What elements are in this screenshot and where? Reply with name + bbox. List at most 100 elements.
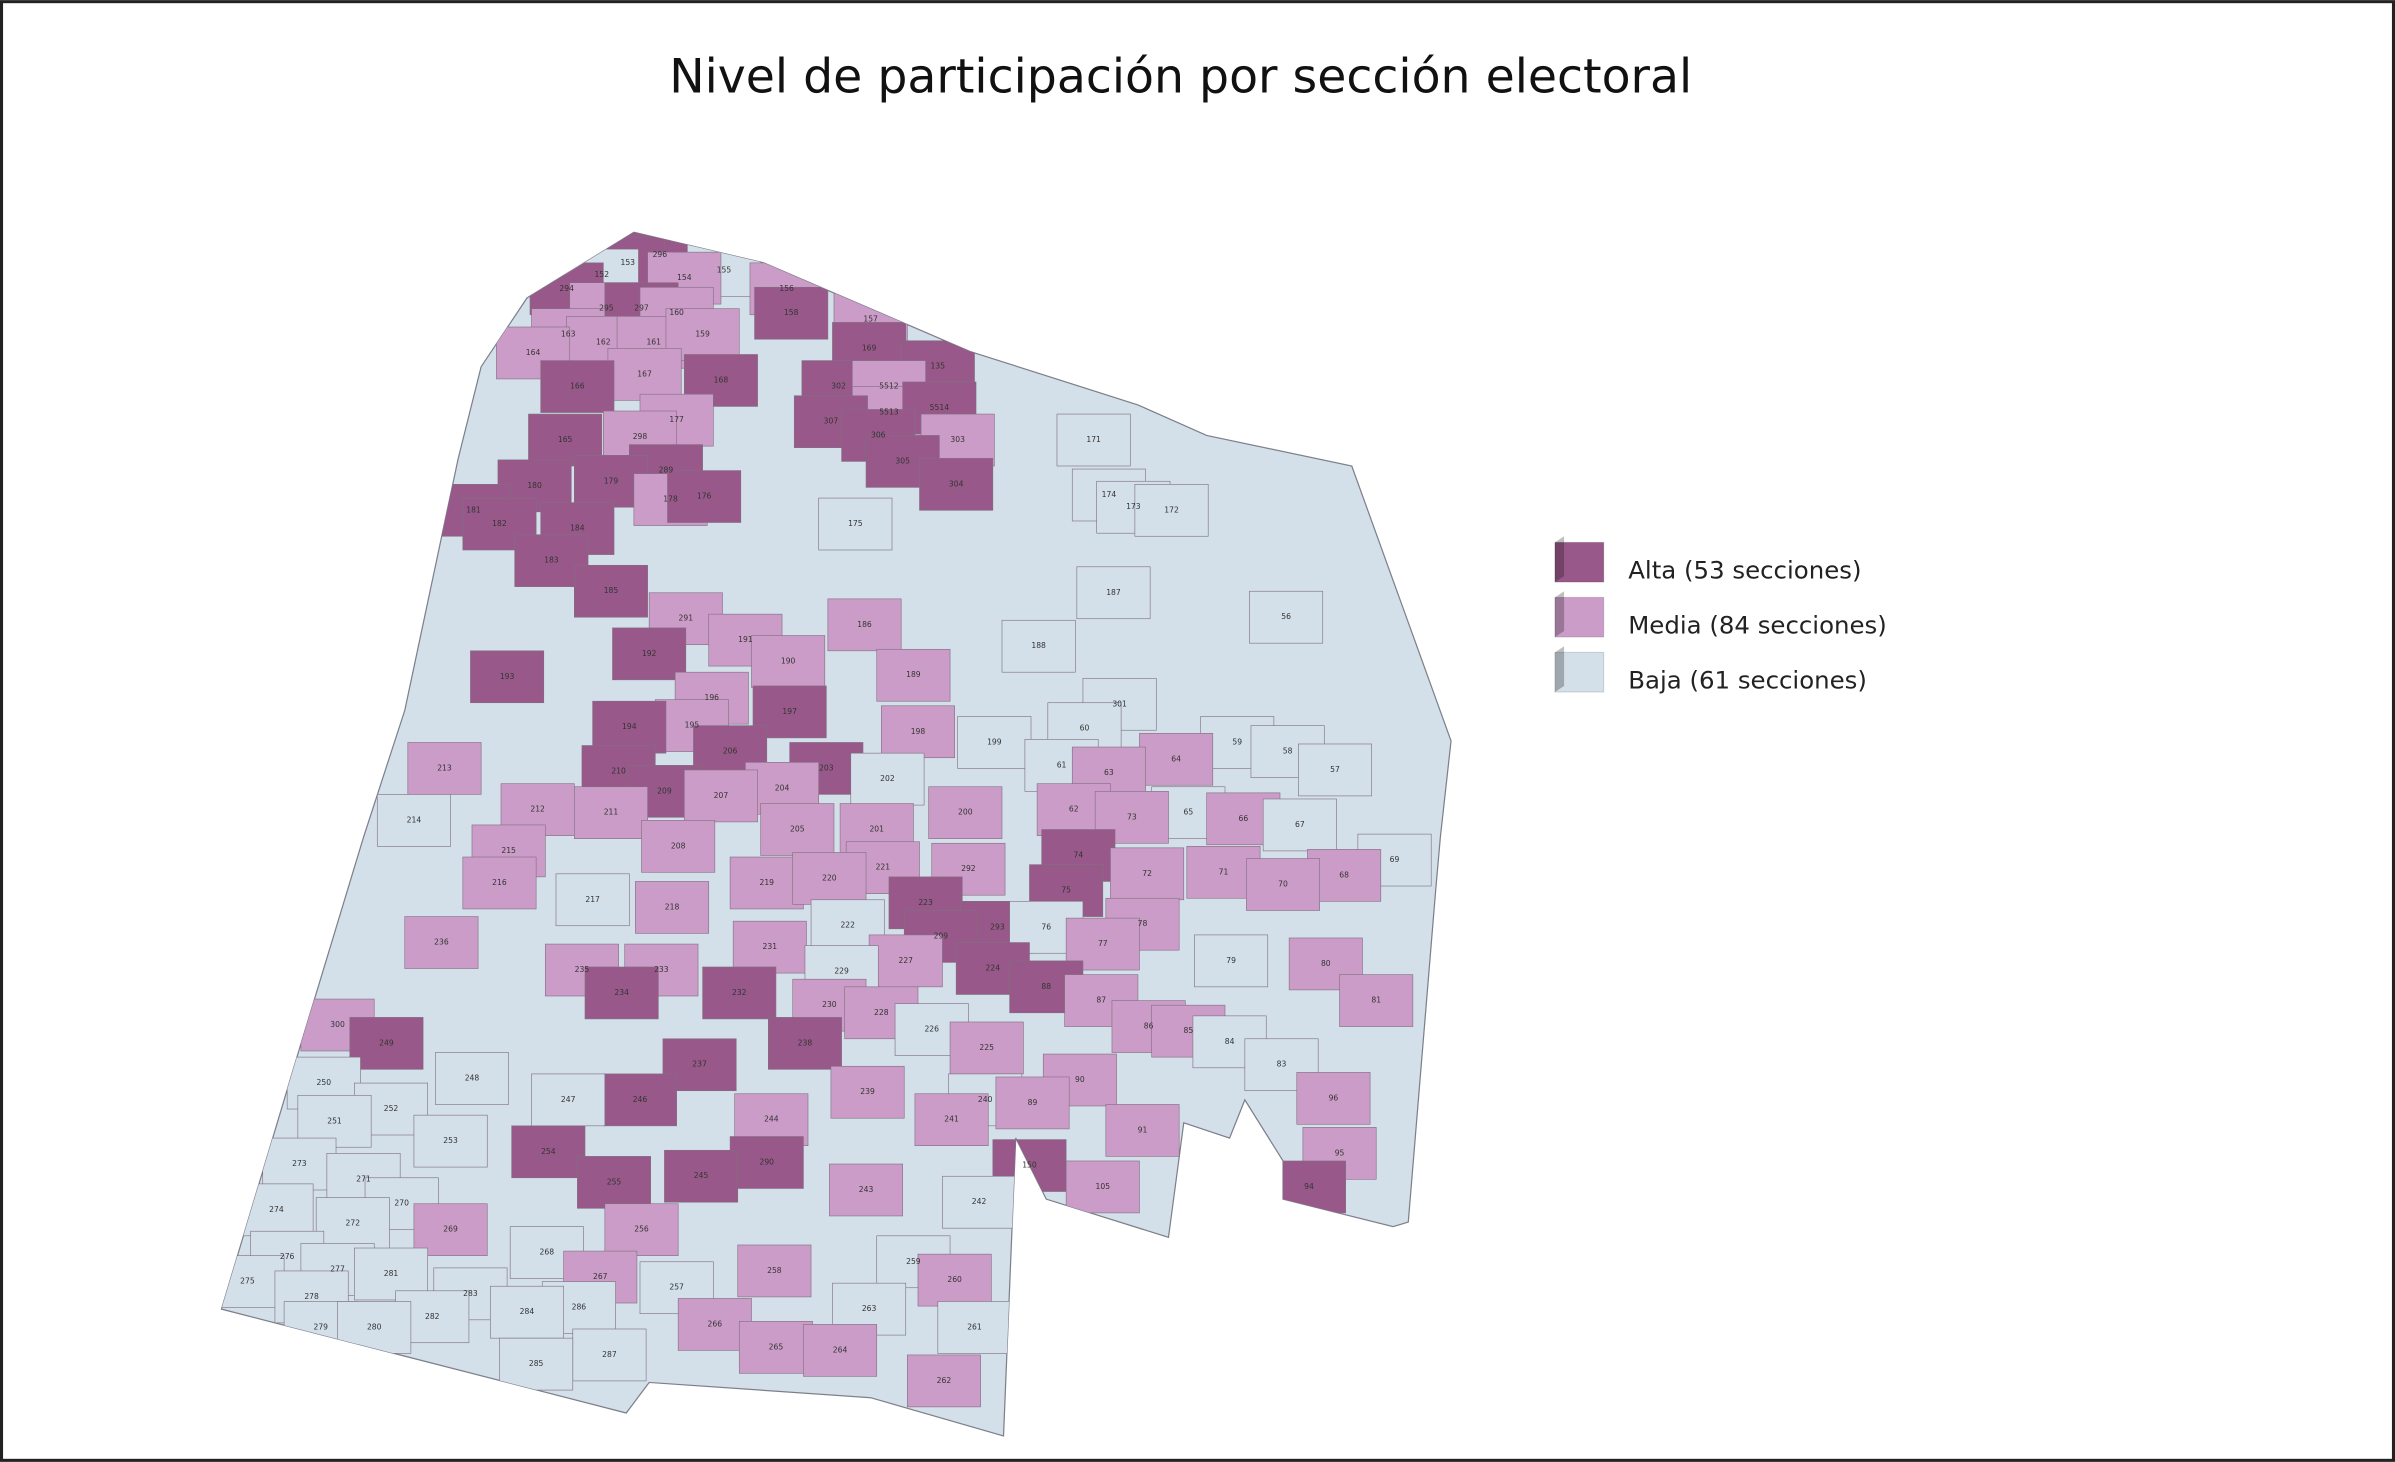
section-label: 212 (530, 805, 545, 814)
section-label: 163 (561, 330, 576, 339)
section-label: 165 (558, 435, 573, 444)
section-area (906, 1354, 981, 1408)
section-label: 155 (717, 265, 732, 274)
section-area (827, 598, 902, 652)
section-area (462, 856, 537, 910)
section-area (732, 920, 807, 974)
section-label: 257 (669, 1283, 684, 1292)
section-label: 85 (1183, 1026, 1193, 1035)
section-label: 78 (1138, 919, 1148, 928)
section-label: 62 (1069, 805, 1079, 814)
section-area (604, 1203, 679, 1256)
section-label: 198 (911, 727, 926, 736)
section-area (511, 1125, 586, 1179)
section-label: 258 (767, 1266, 782, 1275)
section-area (751, 635, 826, 688)
section-area (683, 769, 758, 823)
section-area (942, 1175, 1017, 1229)
section-area (829, 1163, 904, 1217)
section-label: 215 (501, 846, 516, 855)
section-area (738, 1321, 813, 1374)
section-area (435, 1052, 509, 1105)
section-area (635, 881, 710, 934)
section-label: 307 (824, 417, 839, 426)
section-label: 199 (987, 737, 1002, 746)
section-label: 150 (1022, 1161, 1037, 1170)
section-label: 260 (947, 1275, 962, 1284)
section-label: 201 (869, 825, 884, 834)
section-label: 188 (1031, 641, 1046, 650)
section-label: 197 (782, 707, 797, 716)
section-label: 226 (924, 1025, 939, 1034)
section-label: 279 (313, 1322, 328, 1331)
section-areas (221, 232, 1432, 1408)
section-label: 159 (695, 330, 710, 339)
section-label: 135 (931, 362, 946, 371)
section-label: 210 (611, 766, 626, 775)
section-area (499, 1337, 574, 1391)
section-label: 249 (379, 1038, 394, 1047)
section-label: 235 (575, 965, 590, 974)
legend-swatch (1554, 651, 1605, 693)
section-label: 229 (834, 967, 849, 976)
section-label: 185 (604, 586, 619, 595)
section-area (868, 934, 943, 988)
section-label: 304 (949, 479, 964, 488)
section-area (407, 742, 482, 795)
section-label: 164 (526, 348, 541, 357)
section-label: 243 (859, 1185, 874, 1194)
section-label: 264 (833, 1345, 848, 1354)
section-label: 247 (561, 1095, 576, 1104)
section-label: 221 (876, 863, 891, 872)
section-area (315, 1197, 390, 1250)
section-label: 172 (1164, 505, 1179, 514)
section-area (876, 648, 951, 702)
section-area (574, 786, 648, 839)
section-label: 184 (570, 524, 585, 533)
section-area (574, 564, 648, 618)
section-label: 261 (967, 1322, 982, 1331)
section-area (754, 286, 829, 340)
section-label: 64 (1171, 754, 1181, 763)
section-label: 246 (633, 1095, 648, 1104)
section-label: 239 (860, 1087, 875, 1096)
section-label: 218 (665, 902, 680, 911)
section-area (937, 1301, 1012, 1354)
section-label: 224 (986, 964, 1001, 973)
section-label: 74 (1074, 850, 1084, 859)
section-area (881, 705, 955, 759)
section-label: 5513 (879, 408, 899, 417)
section-area (995, 1076, 1070, 1130)
section-label: 306 (871, 430, 886, 439)
section-area (349, 1017, 424, 1070)
section-label: 87 (1096, 996, 1106, 1005)
section-label: 240 (978, 1095, 993, 1104)
section-label: 77 (1098, 939, 1108, 948)
section-label: 195 (685, 721, 700, 730)
section-label: 227 (898, 956, 913, 965)
section-area (1249, 590, 1324, 644)
section-area (584, 966, 659, 1020)
section-label: 217 (585, 895, 600, 904)
section-area (919, 458, 994, 511)
section-area (607, 348, 682, 401)
section-label: 281 (384, 1269, 399, 1278)
section-label: 271 (356, 1174, 371, 1183)
section-label: 248 (465, 1073, 480, 1082)
section-label: 272 (346, 1219, 361, 1228)
section-area (1001, 619, 1076, 673)
section-label: 168 (714, 375, 729, 384)
legend-swatch-side (1554, 646, 1565, 693)
section-label: 84 (1225, 1037, 1235, 1046)
section-label: 214 (407, 815, 422, 824)
section-area (830, 1065, 905, 1119)
section-label: 57 (1330, 765, 1340, 774)
legend-label: Alta (53 secciones) (1628, 555, 1861, 584)
section-label: 81 (1371, 996, 1381, 1005)
section-label: 192 (642, 649, 657, 658)
section-area (404, 916, 479, 969)
section-label: 174 (1102, 490, 1117, 499)
section-label: 194 (622, 722, 637, 731)
section-label: 152 (595, 270, 610, 279)
section-label: 263 (862, 1304, 877, 1313)
